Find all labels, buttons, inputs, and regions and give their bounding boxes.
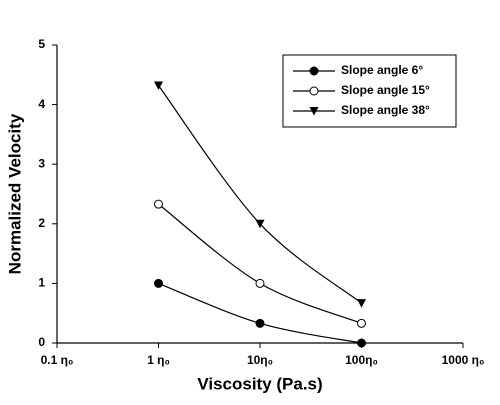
legend-label: Slope angle 15° (341, 83, 430, 97)
y-tick-label: 2 (38, 216, 45, 230)
x-tick-label: 0.1 η₀ (41, 353, 74, 367)
marker (255, 318, 265, 328)
y-tick-label: 4 (38, 97, 45, 111)
marker (357, 299, 366, 308)
legend-label: Slope angle 38° (341, 103, 430, 117)
marker (255, 219, 265, 229)
y-tick-label: 3 (38, 156, 45, 170)
legend-marker (309, 86, 319, 96)
legend-marker (309, 107, 319, 116)
legend-label: Slope angle 6° (341, 63, 423, 77)
marker (357, 318, 366, 328)
y-axis-title: Normalized Velocity (5, 113, 24, 274)
x-axis-title: Viscosity (Pa.s) (197, 374, 322, 393)
marker (255, 278, 265, 288)
y-tick-label: 1 (38, 276, 45, 290)
y-tick-label: 0 (38, 335, 45, 349)
marker (154, 199, 163, 209)
marker (154, 81, 163, 91)
y-tick-label: 5 (38, 37, 45, 51)
legend-marker (309, 66, 319, 76)
x-tick-label: 100η₀ (345, 353, 378, 367)
x-tick-label: 10η₀ (247, 353, 273, 367)
x-tick-label: 1000 η₀ (442, 353, 485, 367)
marker (357, 338, 366, 348)
x-tick-label: 1 η₀ (147, 353, 170, 367)
marker (154, 278, 163, 288)
